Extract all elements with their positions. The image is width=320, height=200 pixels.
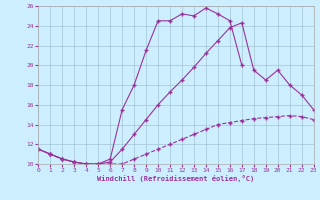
X-axis label: Windchill (Refroidissement éolien,°C): Windchill (Refroidissement éolien,°C) — [97, 175, 255, 182]
